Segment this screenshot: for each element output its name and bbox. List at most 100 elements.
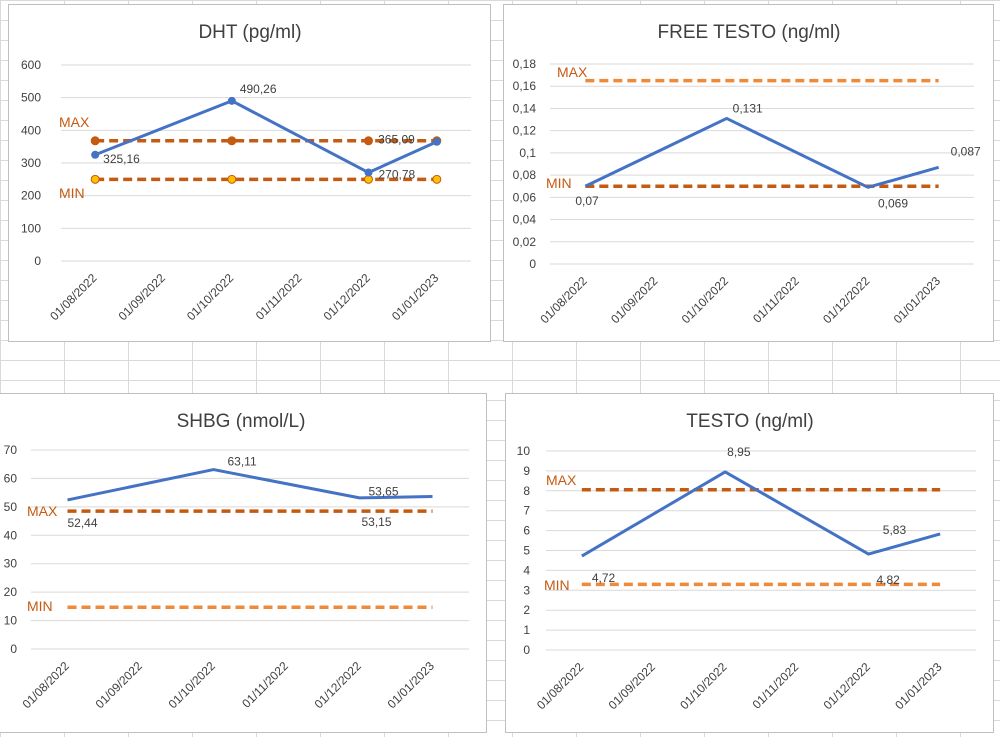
ref-marker-max <box>227 136 237 146</box>
ref-label-max: MAX <box>59 114 90 130</box>
x-tick-label: 01/11/2022 <box>239 659 291 711</box>
y-tick-label: 10 <box>517 444 531 458</box>
y-tick-label: 0 <box>34 254 41 268</box>
chart-testo[interactable]: TESTO (ng/ml) 0 1 2 3 4 5 6 7 8 9 10 01/08/2022 01/0… <box>505 393 994 733</box>
y-tick-label: 600 <box>21 58 41 72</box>
y-tick-label: 8 <box>523 484 530 498</box>
y-tick-label: 6 <box>523 524 530 538</box>
x-tick-label: 01/01/2023 <box>891 274 944 327</box>
data-label: 63,11 <box>228 455 257 469</box>
chart-free-testo-svg: FREE TESTO (ng/ml) 0 0,02 0,04 0,06 0,08 0,1 0… <box>513 22 981 327</box>
chart-title: TESTO (ng/ml) <box>686 411 813 432</box>
data-label: 4,82 <box>877 573 901 587</box>
data-label: 4,72 <box>592 571 616 585</box>
y-tick-label: 200 <box>21 189 41 203</box>
y-tick-label: 0,06 <box>513 190 537 204</box>
y-tick-label: 0 <box>523 643 530 657</box>
x-tick-label: 01/12/2022 <box>321 271 374 324</box>
y-tick-label: 0,16 <box>513 79 537 93</box>
chart-shbg-svg: SHBG (nmol/L) 0 10 20 30 40 50 60 70 01/08/2022 0… <box>4 411 469 712</box>
chart-title: FREE TESTO (ng/ml) <box>658 22 841 43</box>
x-tick-label: 01/08/2022 <box>537 274 590 327</box>
y-tick-label: 70 <box>4 443 18 457</box>
ref-label-max: MAX <box>27 503 58 519</box>
data-point <box>432 137 441 146</box>
x-tick-label: 01/10/2022 <box>677 660 730 713</box>
series-line <box>67 468 433 502</box>
y-tick-label: 100 <box>21 221 41 235</box>
data-label: 0,087 <box>951 144 981 158</box>
data-label: 325,16 <box>103 152 140 166</box>
y-tick-label: 5 <box>523 544 530 558</box>
data-label: 365,09 <box>378 133 415 147</box>
ref-label-min: MIN <box>59 185 85 201</box>
ref-label-min: MIN <box>27 598 53 614</box>
data-label: 53,15 <box>362 515 392 529</box>
data-point <box>364 168 373 177</box>
x-tick-label: 01/01/2023 <box>389 271 442 324</box>
x-tick-label: 01/10/2022 <box>184 271 237 324</box>
x-tick-label: 01/11/2022 <box>253 271 305 323</box>
y-tick-label: 7 <box>523 504 530 518</box>
y-tick-label: 400 <box>21 123 41 137</box>
y-tick-label: 20 <box>4 585 18 599</box>
y-tick-label: 0,02 <box>513 235 537 249</box>
y-tick-label: 0 <box>529 257 536 271</box>
x-tick-label: 01/09/2022 <box>93 659 146 712</box>
y-tick-label: 50 <box>4 500 18 514</box>
data-label: 5,83 <box>883 523 907 537</box>
data-point <box>227 96 236 105</box>
y-tick-label: 10 <box>4 614 18 628</box>
y-tick-label: 30 <box>4 557 18 571</box>
x-tick-label: 01/09/2022 <box>116 271 169 324</box>
data-label: 0,069 <box>878 196 908 210</box>
x-tick-label: 01/12/2022 <box>312 659 365 712</box>
y-tick-label: 0,04 <box>513 213 537 227</box>
chart-title: DHT (pg/ml) <box>198 22 301 43</box>
y-tick-label: 1 <box>523 623 530 637</box>
series-line <box>94 99 438 175</box>
y-tick-label: 40 <box>4 528 18 542</box>
x-tick-label: 01/11/2022 <box>750 274 802 326</box>
x-tick-label: 01/09/2022 <box>606 660 659 713</box>
y-tick-label: 500 <box>21 91 41 105</box>
chart-dht-svg: DHT (pg/ml) 0 100 200 300 400 500 600 01/08/202… <box>21 22 471 324</box>
x-tick-label: 01/01/2023 <box>385 659 438 712</box>
x-tick-label: 01/11/2022 <box>750 660 802 712</box>
y-tick-label: 9 <box>523 464 530 478</box>
chart-shbg[interactable]: SHBG (nmol/L) 0 10 20 30 40 50 60 70 01/08/2022 0… <box>0 393 487 733</box>
data-label: 8,95 <box>727 445 751 459</box>
chart-free-testo[interactable]: FREE TESTO (ng/ml) 0 0,02 0,04 0,06 0,08 0,1 0… <box>503 4 994 342</box>
ref-marker-max <box>364 136 373 146</box>
y-tick-label: 60 <box>4 471 18 485</box>
series-line <box>584 116 940 189</box>
y-tick-label: 0,18 <box>513 57 537 71</box>
y-tick-label: 0,14 <box>513 101 537 115</box>
ref-label-min: MIN <box>544 577 570 593</box>
ref-marker-min <box>90 174 100 184</box>
x-tick-label: 01/08/2022 <box>20 659 73 712</box>
data-point <box>91 150 100 159</box>
y-tick-label: 0 <box>10 642 17 656</box>
data-label: 0,131 <box>733 101 763 115</box>
chart-testo-svg: TESTO (ng/ml) 0 1 2 3 4 5 6 7 8 9 10 01/08/2022 01/0… <box>517 411 976 713</box>
y-tick-label: 0,08 <box>513 168 537 182</box>
data-label: 53,65 <box>368 484 398 498</box>
data-label: 270,78 <box>379 168 416 182</box>
x-tick-label: 01/10/2022 <box>679 274 732 327</box>
y-tick-label: 0,1 <box>519 146 536 160</box>
data-label: 52,44 <box>68 516 98 530</box>
y-tick-label: 0,12 <box>513 124 537 138</box>
chart-dht[interactable]: DHT (pg/ml) 0 100 200 300 400 500 600 01/08/202… <box>8 4 491 342</box>
x-tick-label: 01/08/2022 <box>47 271 100 324</box>
ref-marker-min <box>227 174 237 184</box>
x-tick-label: 01/12/2022 <box>820 274 873 327</box>
x-tick-label: 01/12/2022 <box>821 660 874 713</box>
ref-label-max: MAX <box>546 472 577 488</box>
data-label: 490,26 <box>240 82 277 96</box>
x-tick-label: 01/10/2022 <box>166 659 219 712</box>
ref-label-max: MAX <box>557 64 588 80</box>
series-line <box>581 470 941 558</box>
x-tick-label: 01/09/2022 <box>608 274 661 327</box>
y-tick-label: 300 <box>21 156 41 170</box>
